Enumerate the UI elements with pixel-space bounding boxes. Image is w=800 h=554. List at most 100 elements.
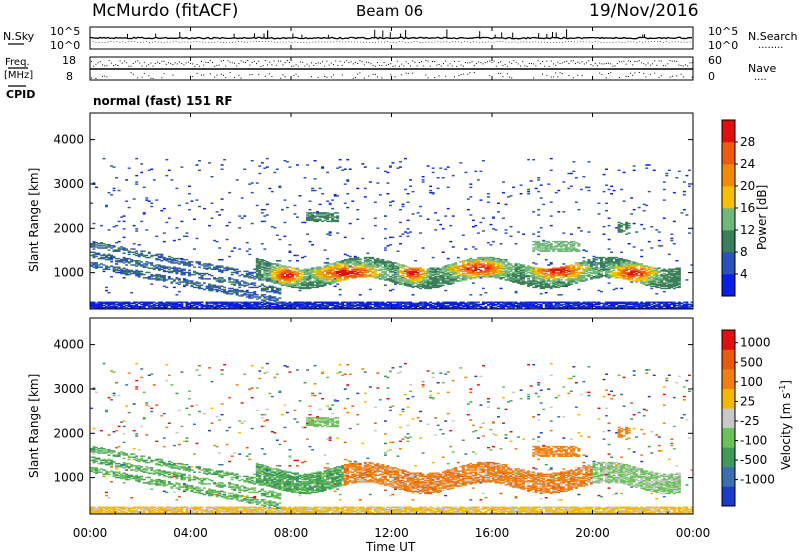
power-cell xyxy=(441,302,445,305)
power-cell xyxy=(474,266,478,268)
power-cell xyxy=(569,301,573,304)
power-cell xyxy=(391,265,395,267)
power-cell xyxy=(519,305,523,308)
power-cell xyxy=(396,270,400,273)
power-cell xyxy=(494,257,498,260)
power-cell xyxy=(376,303,380,306)
power-cell xyxy=(456,269,460,272)
power-cell xyxy=(205,306,209,309)
nave-dot xyxy=(286,60,288,61)
power-cell xyxy=(135,269,139,272)
power-cell xyxy=(426,271,430,274)
power-cell xyxy=(240,290,244,293)
power-cell xyxy=(554,191,558,194)
power-cell xyxy=(426,303,430,306)
power-cell xyxy=(567,283,571,285)
power-cell xyxy=(399,280,402,282)
power-cell xyxy=(454,276,458,278)
power-cell xyxy=(187,269,191,272)
power-cell xyxy=(542,273,546,276)
nave-dot xyxy=(115,64,117,66)
power-cell xyxy=(388,269,392,272)
power-cell xyxy=(338,276,342,278)
power-cell xyxy=(509,267,513,269)
power-cell xyxy=(406,269,410,272)
power-cell xyxy=(160,277,164,279)
power-cell xyxy=(474,260,478,262)
power-cell xyxy=(429,283,433,285)
nave-dot xyxy=(209,73,211,75)
power-cell xyxy=(115,271,119,274)
power-cell xyxy=(441,278,445,280)
power-cell xyxy=(150,264,154,266)
power-cell xyxy=(401,274,405,277)
power-cell xyxy=(569,306,573,309)
power-cell xyxy=(386,305,390,308)
nave-dot xyxy=(249,74,251,76)
power-cell xyxy=(507,306,510,309)
power-cell xyxy=(323,284,327,286)
nave-dot xyxy=(676,75,678,77)
power-cell xyxy=(265,298,269,300)
power-cell xyxy=(409,306,412,309)
power-cell xyxy=(268,298,272,300)
power-cell xyxy=(544,283,548,285)
power-cell xyxy=(542,302,546,305)
nave-dot xyxy=(326,60,328,62)
power-cell xyxy=(313,218,317,220)
power-cell xyxy=(120,248,124,250)
power-cell xyxy=(147,256,151,259)
power-cell xyxy=(220,277,224,279)
power-cell xyxy=(476,258,480,261)
power-cell xyxy=(527,302,531,305)
power-cell xyxy=(574,278,578,280)
power-cell xyxy=(230,301,234,304)
power-cell xyxy=(569,269,573,272)
power-cell xyxy=(544,291,548,294)
power-cell xyxy=(127,206,131,209)
power-cell xyxy=(446,274,450,277)
power-cell xyxy=(539,286,543,289)
power-cell xyxy=(532,244,536,246)
power-cell xyxy=(459,301,463,304)
power-cell xyxy=(434,268,438,271)
power-cell xyxy=(288,271,292,274)
power-cell xyxy=(293,302,297,305)
power-cell xyxy=(504,270,508,273)
power-cell xyxy=(391,264,395,266)
power-cell xyxy=(454,267,458,269)
power-cell xyxy=(499,270,503,273)
power-cell xyxy=(449,273,453,276)
power-cell xyxy=(326,265,330,267)
power-cell xyxy=(539,247,543,249)
power-cell xyxy=(187,306,191,309)
power-cell xyxy=(283,284,287,286)
power-cell xyxy=(130,258,134,261)
power-cell xyxy=(388,166,392,168)
power-cell xyxy=(489,266,493,268)
power-cell xyxy=(265,276,269,278)
power-cell xyxy=(275,288,279,291)
power-cell xyxy=(499,301,503,304)
power-cell xyxy=(323,305,327,308)
power-cell xyxy=(436,285,440,288)
power-cell xyxy=(416,273,420,276)
power-cell xyxy=(311,276,315,278)
power-cell xyxy=(198,160,201,162)
nave-dot xyxy=(284,76,286,78)
power-cell xyxy=(446,278,450,280)
power-cell xyxy=(572,248,576,250)
power-cell xyxy=(162,257,166,260)
power-cell xyxy=(519,302,523,305)
power-cell xyxy=(547,249,551,251)
power-cell xyxy=(223,305,227,308)
power-cell xyxy=(318,266,322,268)
power-cell xyxy=(255,269,259,272)
nave-dot xyxy=(357,73,359,75)
power-cell xyxy=(313,281,317,283)
power-cell xyxy=(519,281,523,283)
power-cell xyxy=(265,287,269,290)
power-cell xyxy=(105,286,108,289)
power-cell xyxy=(549,169,553,172)
power-cell xyxy=(552,301,556,304)
